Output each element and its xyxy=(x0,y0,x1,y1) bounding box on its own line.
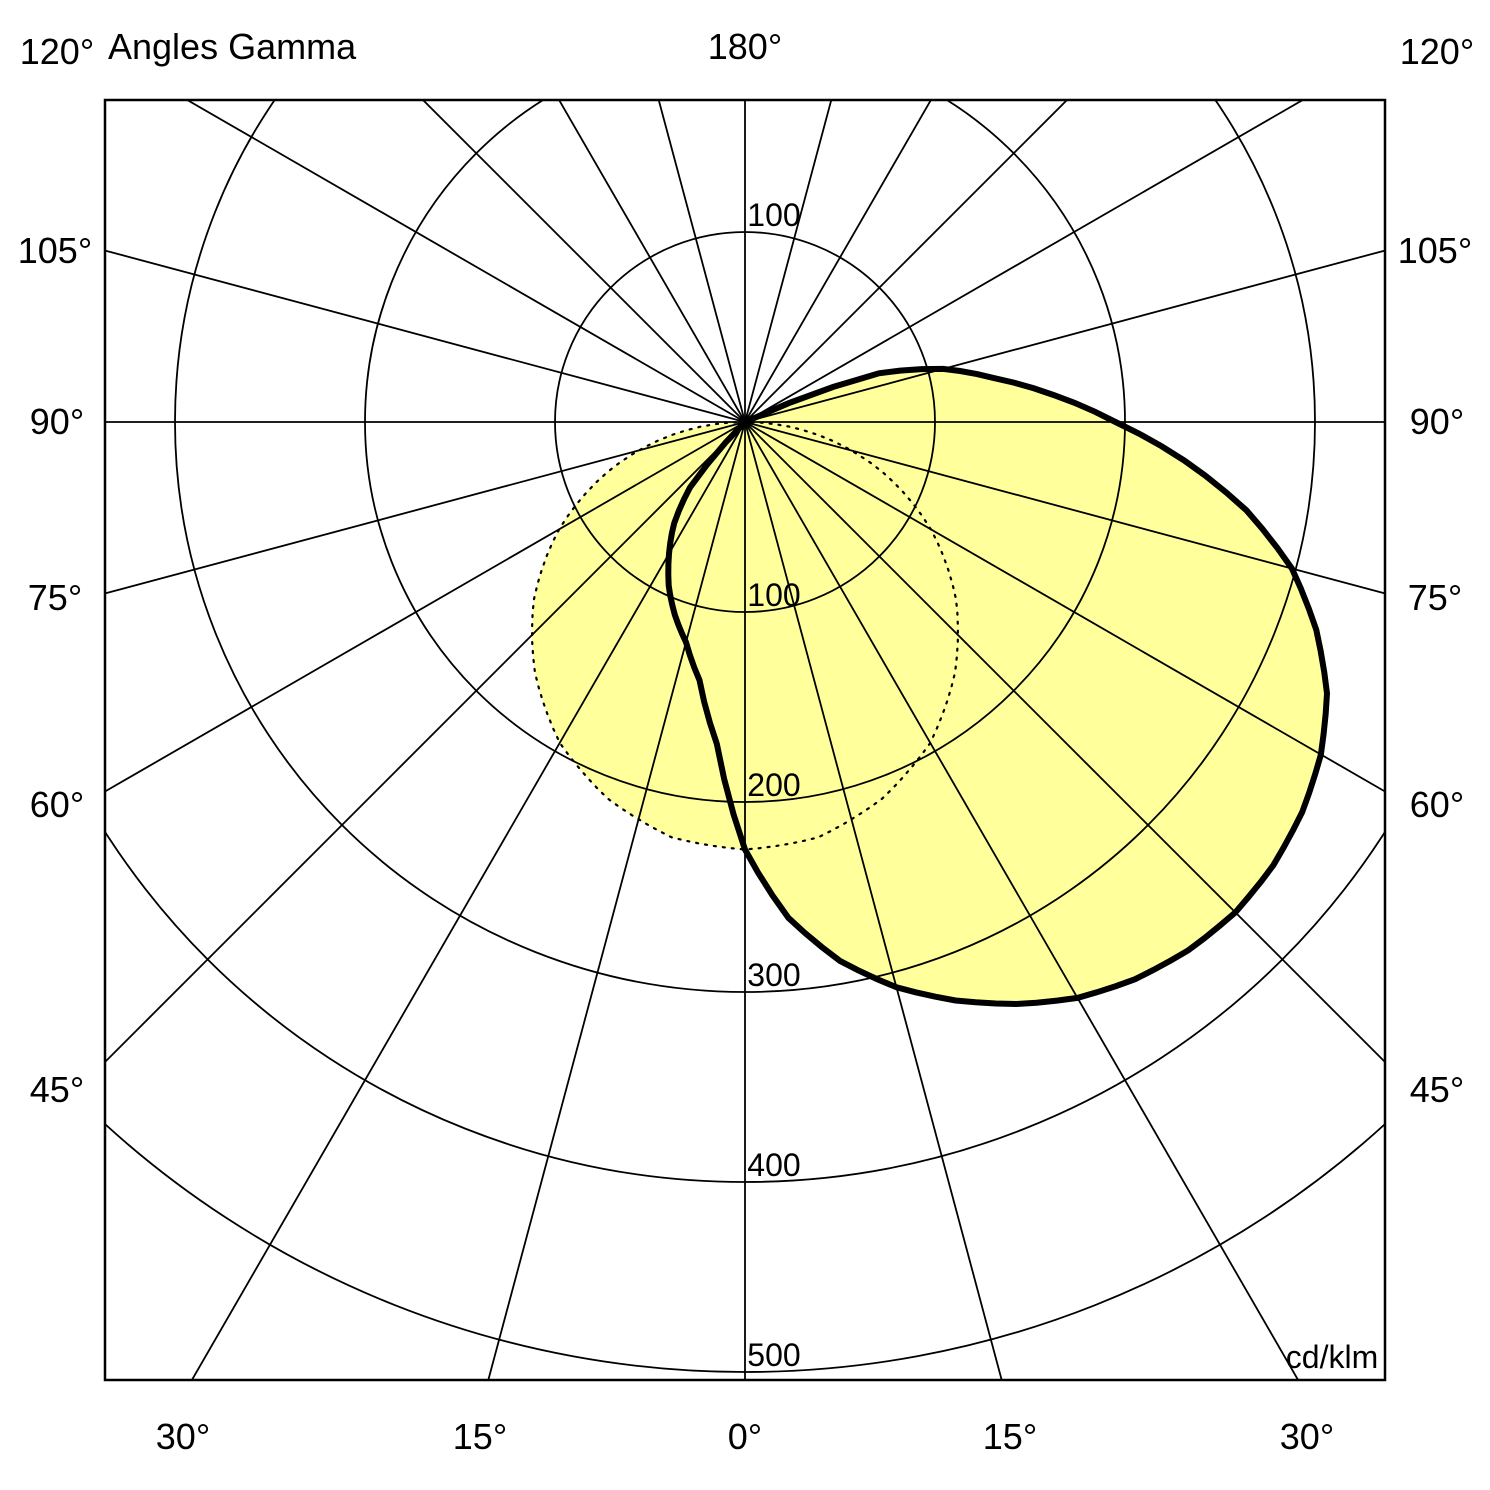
gamma-label-left-90: 90° xyxy=(29,401,85,442)
gamma-label-right-105: 105° xyxy=(1397,230,1473,271)
gamma-label-right-75: 75° xyxy=(1407,577,1463,618)
unit-label: cd/klm xyxy=(1285,1339,1379,1375)
gamma-label-left-45: 45° xyxy=(29,1069,85,1110)
radial-tick-100-top: 100 xyxy=(747,197,801,233)
gamma-label-left-75: 75° xyxy=(27,577,83,618)
radial-tick-300: 300 xyxy=(747,957,801,993)
gamma-label-right-120: 120° xyxy=(1399,31,1475,72)
gamma-label-right-90: 90° xyxy=(1409,401,1465,442)
gamma-label-top-180: 180° xyxy=(707,26,783,67)
gamma-label-right-60: 60° xyxy=(1409,784,1465,825)
gamma-label-left-105: 105° xyxy=(17,230,93,271)
radial-tick-200: 200 xyxy=(747,767,801,803)
gamma-label-left-60: 60° xyxy=(29,784,85,825)
radial-tick-500: 500 xyxy=(747,1337,801,1373)
gamma-label-right-45: 45° xyxy=(1409,1069,1465,1110)
radial-tick-100: 100 xyxy=(747,577,801,613)
gamma-label-left-120: 120° xyxy=(19,31,95,72)
gamma-label-bottom-0: 0° xyxy=(727,1416,763,1457)
chart-title: Angles Gamma xyxy=(108,26,357,67)
gamma-label-bottom-right-15: 15° xyxy=(982,1416,1038,1457)
radial-tick-400: 400 xyxy=(747,1147,801,1183)
gamma-label-bottom-right-30: 30° xyxy=(1279,1416,1335,1457)
gamma-label-bottom-left-30: 30° xyxy=(155,1416,211,1457)
gamma-label-bottom-left-15: 15° xyxy=(452,1416,508,1457)
